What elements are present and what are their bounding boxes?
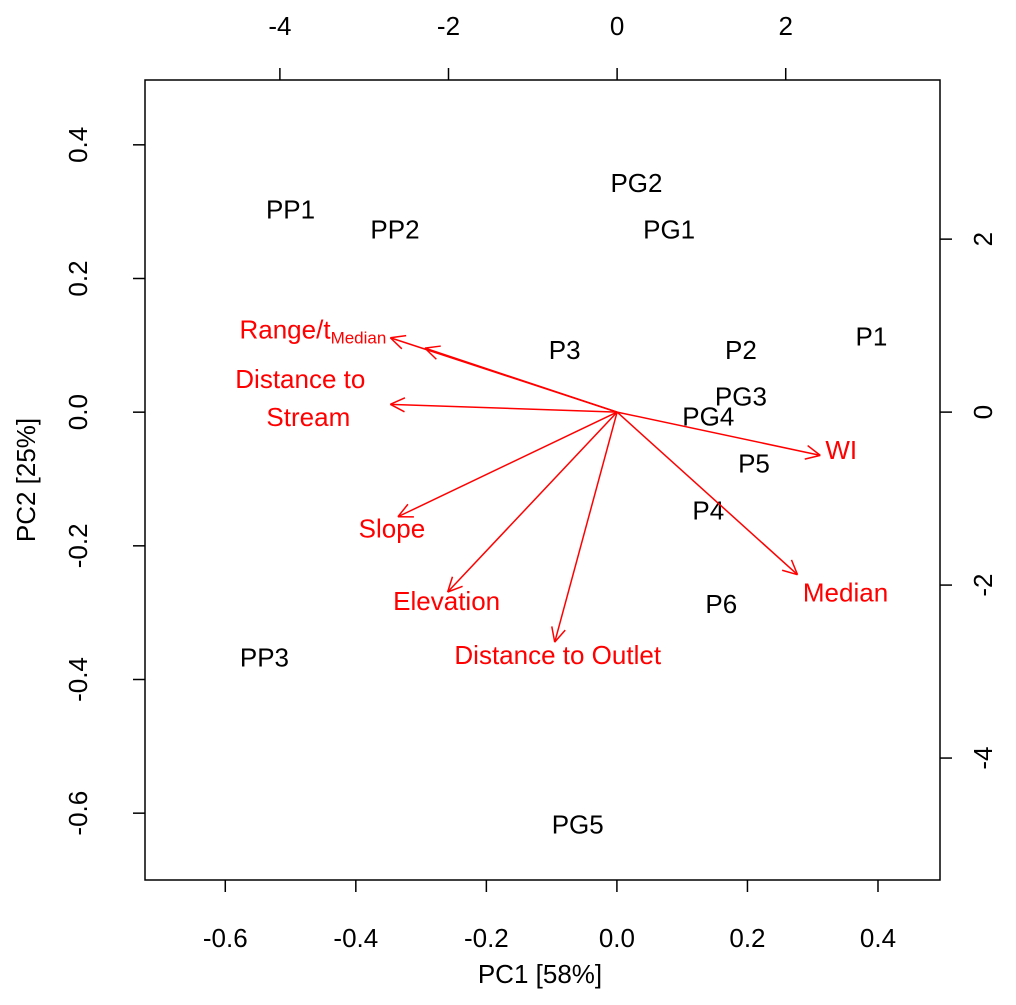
arrow — [398, 412, 617, 517]
point-label: P2 — [725, 335, 757, 365]
point-label: P1 — [856, 322, 888, 352]
point-label: P6 — [705, 589, 737, 619]
arrow — [448, 412, 617, 592]
arrow — [425, 348, 617, 412]
arrow-label-main: Range/t — [239, 315, 331, 345]
arrow — [555, 412, 617, 642]
tick-label: -4 — [968, 746, 998, 769]
tick-label: -0.2 — [63, 523, 93, 568]
tick-label: 0.2 — [729, 923, 765, 953]
tick-label: 0.0 — [599, 923, 635, 953]
arrow — [617, 412, 797, 575]
point-label: PG1 — [643, 215, 695, 245]
arrow-label: Median — [803, 578, 888, 608]
point-label: PP3 — [240, 642, 289, 672]
point-label: PG5 — [552, 809, 604, 839]
tick-label: -0.6 — [203, 923, 248, 953]
tick-label: -0.6 — [63, 791, 93, 836]
arrow — [390, 404, 617, 412]
tick-label: 0 — [610, 11, 624, 41]
tick-label: 2 — [778, 11, 792, 41]
tick-label: 0.4 — [63, 127, 93, 163]
point-label: PP1 — [266, 195, 315, 225]
tick-label: 0 — [968, 405, 998, 419]
arrow-label: Distance to — [235, 364, 365, 394]
arrow-label: Elevation — [393, 586, 500, 616]
arrow-head — [390, 398, 405, 404]
arrow-label: WI — [825, 435, 857, 465]
tick-label: 0.4 — [860, 923, 896, 953]
arrow-head — [425, 346, 441, 348]
arrow-label: Slope — [359, 514, 426, 544]
point-label: P4 — [692, 495, 724, 525]
arrow-label: Stream — [266, 402, 350, 432]
point-label: PG2 — [610, 168, 662, 198]
arrow-label-sub: Median — [331, 329, 387, 348]
tick-label: 0.2 — [63, 260, 93, 296]
tick-label: -0.2 — [464, 923, 509, 953]
tick-label: -2 — [968, 574, 998, 597]
x-axis-label: PC1 [58%] — [478, 959, 602, 989]
arrow-label: Distance to Outlet — [454, 640, 661, 670]
tick-label: -4 — [268, 11, 291, 41]
arrow-head — [390, 336, 406, 338]
plot-frame — [145, 80, 940, 880]
tick-label: -0.4 — [63, 657, 93, 702]
tick-label: -0.4 — [333, 923, 378, 953]
arrow-label: Range/tMedian — [239, 315, 386, 349]
arrow-head — [805, 455, 821, 459]
tick-label: 2 — [968, 232, 998, 246]
tick-label: 0.0 — [63, 394, 93, 430]
point-label: PP2 — [370, 215, 419, 245]
y-axis-label: PC2 [25%] — [11, 418, 41, 542]
point-label: P3 — [549, 335, 581, 365]
point-label: P5 — [738, 449, 770, 479]
tick-label: -2 — [437, 11, 460, 41]
